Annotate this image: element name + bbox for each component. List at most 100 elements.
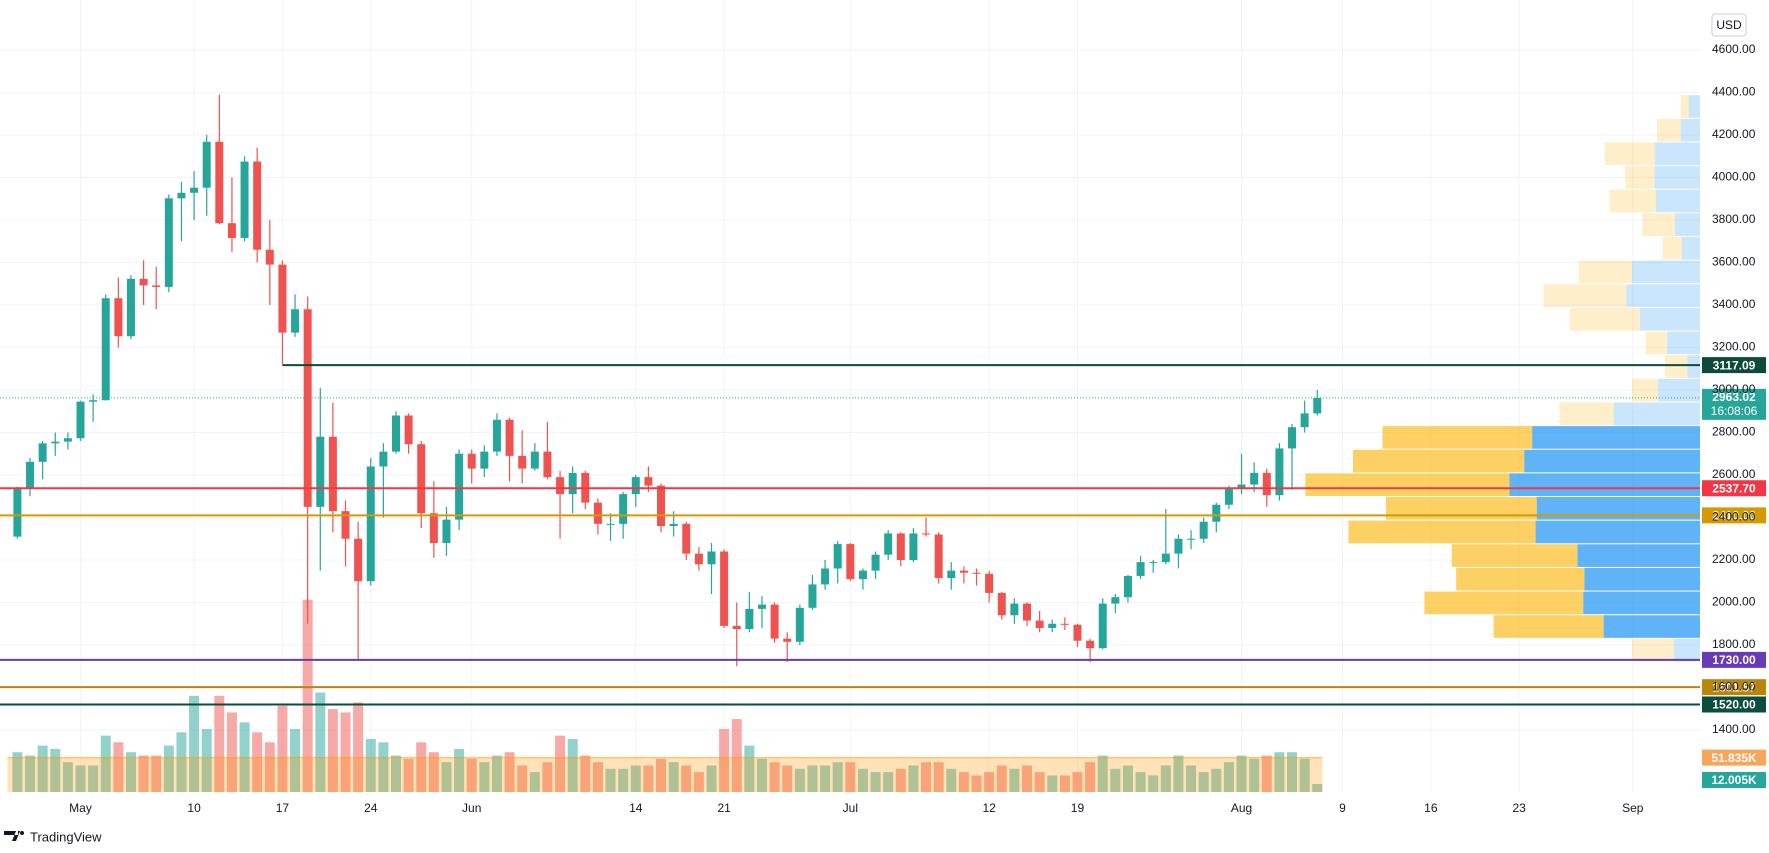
candle-body [177,192,186,199]
volume-bar [769,762,780,792]
y-tick-label: 1400.00 [1712,722,1756,736]
profile-up [1631,378,1659,402]
candle-body [606,523,615,525]
profile-down [1603,615,1700,638]
volume-bar [163,745,174,792]
volume-bar [138,755,149,792]
volume-bar [693,772,704,792]
volume-bar [302,599,313,792]
x-tick-label: 17 [276,801,290,815]
candle-body [543,451,552,478]
candle-body [694,553,703,565]
currency-box[interactable] [1711,13,1747,37]
volume-bar [794,768,805,792]
volume-bar [416,742,427,792]
x-tick-label: Jun [462,801,481,815]
volume-bar [1034,772,1045,792]
volume-bar [1047,775,1058,792]
volume-bar [290,729,301,792]
volume-bar [542,762,553,792]
y-tick-label: 4600.00 [1712,42,1756,56]
volume-bar [921,762,932,792]
candle-body [404,415,413,445]
volume-bar [668,762,679,792]
volume-bar [1312,784,1323,792]
volume-ma-area [7,757,1323,792]
level-tag [1702,651,1766,668]
x-tick-label: Jul [843,801,858,815]
y-tick-label: 3400.00 [1712,297,1756,311]
profile-up [1645,331,1668,355]
profile-down [1532,426,1700,449]
candle-body [745,608,754,630]
volume-bar [75,765,86,792]
y-tick-label: 1800.00 [1712,637,1756,651]
profile-down [1524,449,1700,473]
candle-body [505,419,514,456]
candle-body [556,477,565,495]
volume-bar [1009,768,1020,792]
y-tick-label: 2600.00 [1712,467,1756,481]
candle-body [354,538,363,582]
candle-body [1098,603,1107,649]
candle-body [1086,640,1095,649]
volume-bar [643,765,654,792]
profile-up [1569,307,1640,331]
y-tick-label: 4400.00 [1712,85,1756,99]
volume-bar [731,719,742,792]
volume-bar [1059,775,1070,792]
candle-body [480,451,489,469]
candle-body [89,400,98,402]
volume-bar [971,775,982,792]
candle-body [795,607,804,642]
volume-bar [340,712,351,792]
profile-down [1577,544,1700,567]
profile-up [1493,615,1604,638]
candle-body [366,466,375,582]
volume-ma-label: 51.835K [1711,751,1757,765]
candle-body [1187,538,1196,540]
y-tick-label: 4000.00 [1712,170,1756,184]
level-tag [1702,507,1766,524]
profile-up [1609,189,1656,213]
last-volume-label: 12.005K [1711,773,1757,787]
candle-body [720,551,729,626]
candle-body [947,570,956,579]
volume-bar [580,755,591,792]
candle-body [1123,575,1132,598]
candle-body [871,554,880,571]
candle-body [1023,603,1031,621]
volume-bar [428,752,439,792]
candle-body [190,187,199,193]
y-tick-label: 1600.00 [1712,680,1756,694]
y-tick-label: 3600.00 [1712,255,1756,269]
volume-bar [466,758,477,792]
candle-body [265,249,274,265]
volume-bar [517,765,528,792]
x-tick-label: Aug [1231,801,1252,815]
candle-body [429,513,438,543]
x-tick-label: 10 [187,801,201,815]
level-tag [1702,679,1766,696]
volume-bar [706,765,717,792]
volume-bar [151,755,162,792]
volume-bar [1173,755,1184,792]
candle-body [114,298,123,337]
profile-up [1631,638,1674,662]
volume-bar [504,752,515,792]
y-tick-label: 3800.00 [1712,212,1756,226]
profile-down [1654,166,1700,189]
candle-body [1300,413,1309,428]
volume-bar [845,762,856,792]
profile-up [1451,544,1578,567]
volume-bar [1261,755,1272,792]
profile-down [1655,189,1700,213]
candle-body [492,419,501,452]
profile-down [1583,591,1700,615]
candle-body [1288,427,1297,449]
profile-down [1681,236,1700,260]
volume-bar [567,738,578,792]
candle-body [341,511,350,539]
volume-bar [214,695,225,792]
volume-bar [441,762,452,792]
